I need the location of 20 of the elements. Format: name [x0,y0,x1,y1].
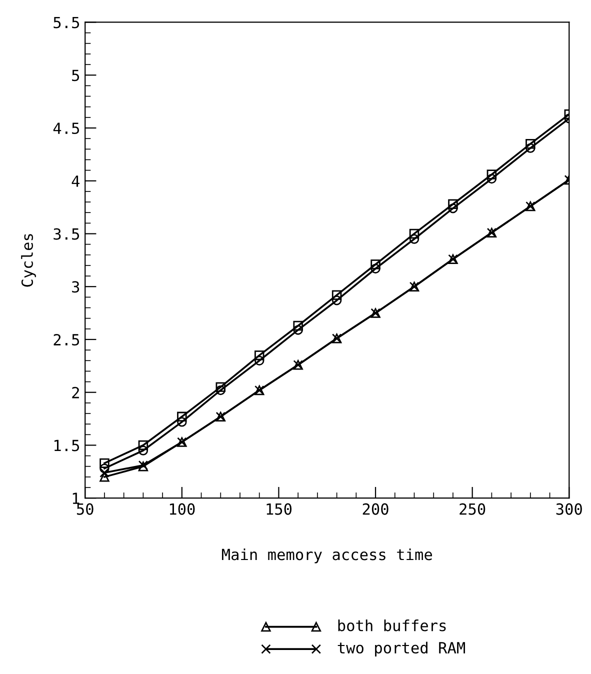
y-axis-title: Cycles [21,234,36,287]
x-tick-label: 100 [170,503,195,515]
y-tick-label: 2 [72,386,79,398]
y-tick-label: 4 [72,176,80,187]
x-tick-label: 150 [266,503,292,515]
x-tick-label: 200 [362,503,388,515]
y-tick-label: 1.5 [54,440,80,452]
y-tick-label: 4.5 [53,122,80,134]
x-tick-label: 50 [76,503,94,515]
y-tick-label: 3 [72,281,80,293]
y-tick-label: 3.5 [54,228,80,240]
legend-label: both buffers [338,619,446,632]
y-tick-label: 1 [72,492,80,504]
x-axis-title: Main memory access time [222,548,432,564]
x-tick-label: 250 [460,503,486,515]
y-tick-label: 2.5 [54,334,80,346]
x-tick-label: 300 [556,503,582,515]
y-tick-label: 5 [72,70,80,82]
y-tick-label: 5.5 [54,16,80,28]
legend-label: two ported RAM [338,642,465,656]
